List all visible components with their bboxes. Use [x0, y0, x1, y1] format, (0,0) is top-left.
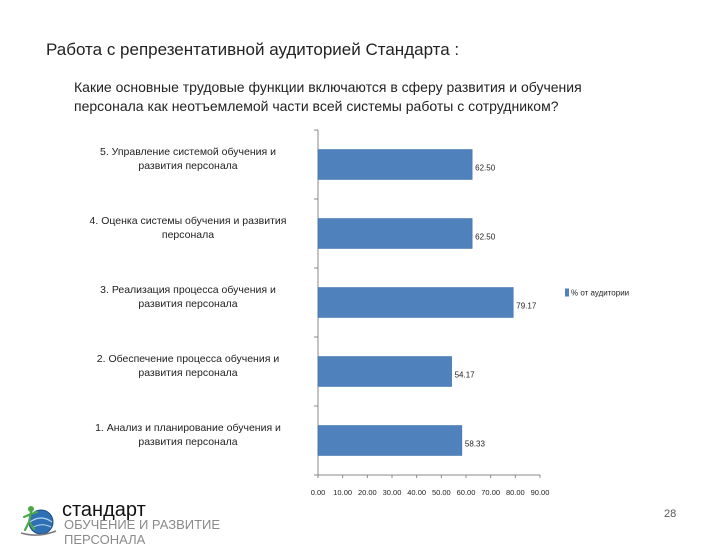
bar-value-label: 58.33	[465, 440, 486, 449]
category-label: 1. Анализ и планирование обучения и разви…	[68, 421, 308, 449]
x-tick-label: 40.00	[407, 488, 426, 497]
x-tick-label: 10.00	[333, 488, 352, 497]
category-label-line: развития персонала	[138, 435, 238, 448]
bar	[317, 218, 473, 249]
category-label-line: развития персонала	[138, 159, 238, 172]
x-tick-label: 0.00	[311, 488, 326, 497]
category-label: 3. Реализация процесса обучения и развити…	[68, 283, 308, 311]
bar	[317, 149, 473, 180]
category-label-line: 4. Оценка системы обучения и развития	[89, 214, 287, 227]
bar-value-label: 62.50	[475, 233, 496, 242]
legend-label: % от аудитории	[571, 289, 629, 298]
x-tick-label: 90.00	[531, 488, 550, 497]
x-tick-label: 50.00	[432, 488, 451, 497]
category-label-line: персонала	[161, 228, 215, 241]
brand-subtitle: ОБУЧЕНИЕ И РАЗВИТИЕ ПЕРСОНАЛА	[64, 517, 220, 547]
category-label: 4. Оценка системы обучения и развития пер…	[68, 214, 308, 242]
category-label-line: развития персонала	[138, 366, 238, 379]
question-text: Какие основные трудовые функции включают…	[74, 78, 674, 116]
x-tick-label: 20.00	[358, 488, 377, 497]
bar	[317, 356, 452, 387]
x-tick-label: 70.00	[481, 488, 500, 497]
category-label-line: 1. Анализ и планирование обучения и	[95, 421, 281, 434]
bar-value-label: 79.17	[516, 302, 537, 311]
bar-value-label: 54.17	[455, 371, 476, 380]
x-tick-label: 80.00	[506, 488, 525, 497]
slide-title: Работа с репрезентативной аудиторией Ста…	[46, 40, 460, 59]
bar	[317, 425, 463, 456]
question-line-2: персонала как неотъемлемой части всей си…	[74, 98, 559, 114]
category-label: 2. Обеспечение процесса обучения и развит…	[68, 352, 308, 380]
bar	[317, 287, 514, 318]
globe-figure-logo-icon	[20, 506, 57, 536]
legend-swatch	[565, 288, 569, 297]
category-label-line: 3. Реализация процесса обучения и	[100, 283, 276, 296]
category-label-line: 2. Обеспечение процесса обучения и	[96, 352, 280, 365]
x-tick-label: 30.00	[383, 488, 402, 497]
page-number: 28	[664, 508, 677, 520]
x-tick-label: 60.00	[457, 488, 476, 497]
brand-name: стандарт	[62, 499, 146, 521]
category-label: 5. Управление системой обучения и развити…	[68, 145, 308, 173]
bar-value-label: 62.50	[475, 164, 496, 173]
category-label-line: 5. Управление системой обучения и	[99, 145, 276, 158]
brand-subtitle-line-1: ОБУЧЕНИЕ И РАЗВИТИЕ	[64, 517, 221, 532]
category-label-line: развития персонала	[138, 297, 238, 310]
question-line-1: Какие основные трудовые функции включают…	[74, 79, 582, 95]
